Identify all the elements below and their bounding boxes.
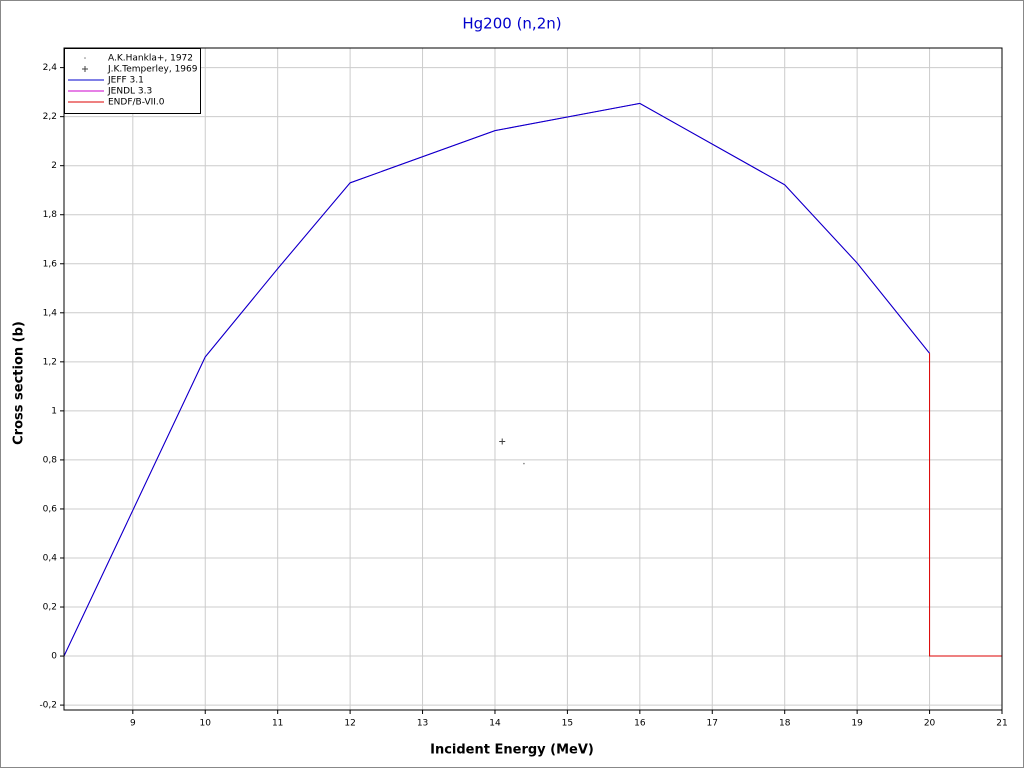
x-tick-label: 17: [707, 719, 718, 729]
legend-label: J.K.Temperley, 1969: [107, 65, 198, 75]
y-tick-label: 1: [51, 406, 57, 416]
x-tick-label: 19: [851, 719, 863, 729]
data-point: [523, 462, 525, 465]
series-line: [929, 353, 1002, 657]
x-tick-label: 11: [272, 719, 283, 729]
y-tick-label: 1,8: [43, 210, 58, 220]
x-tick-label: 12: [344, 719, 355, 729]
y-tick-label: -0,2: [39, 701, 57, 711]
y-tick-label: 2,2: [43, 112, 57, 122]
y-tick-label: 1,6: [43, 259, 58, 269]
y-tick-label: 2,4: [43, 63, 58, 73]
y-tick-label: 1,4: [43, 308, 58, 318]
y-tick-label: 0,8: [43, 455, 58, 465]
plot-border: [63, 47, 1003, 711]
y-tick-label: 0,6: [43, 504, 58, 514]
legend-label: JEFF 3.1: [107, 76, 144, 86]
legend-label: JENDL 3.3: [107, 87, 152, 97]
legend-label: A.K.Hankla+, 1972: [108, 54, 193, 64]
legend-swatch: [82, 66, 88, 72]
x-tick-label: 13: [417, 719, 428, 729]
data-point: [499, 438, 506, 445]
x-tick-label: 18: [779, 719, 791, 729]
series-line: [63, 102, 930, 657]
x-tick-label: 20: [924, 719, 936, 729]
y-axis-label: Cross section (b): [12, 321, 27, 445]
chart-title: Hg200 (n,2n): [462, 15, 561, 33]
y-tick-label: 0: [51, 652, 57, 662]
x-tick-label: 14: [489, 719, 501, 729]
x-tick-label: 21: [996, 719, 1007, 729]
y-tick-label: 2: [51, 161, 57, 171]
x-tick-label: 16: [634, 719, 646, 729]
x-tick-label: 15: [562, 719, 573, 729]
y-tick-label: 1,2: [43, 357, 57, 367]
x-tick-label: 10: [200, 719, 212, 729]
y-tick-label: 0,4: [43, 553, 58, 563]
y-tick-label: 0,2: [43, 603, 57, 613]
legend-label: ENDF/B-VII.0: [108, 98, 165, 108]
legend-box: [64, 48, 201, 114]
plot: [63, 102, 1002, 657]
x-axis-label: Incident Energy (MeV): [430, 743, 594, 758]
legend-swatch: [84, 57, 86, 59]
x-tick-label: 9: [130, 719, 136, 729]
